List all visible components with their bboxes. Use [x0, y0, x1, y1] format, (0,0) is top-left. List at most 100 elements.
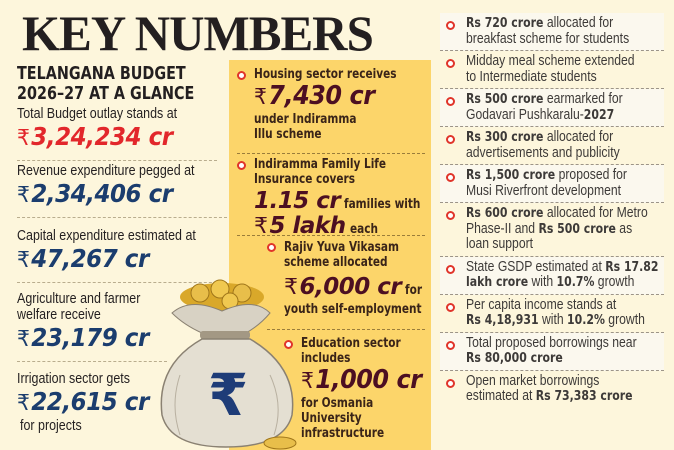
- bullet-icon: [237, 71, 246, 80]
- highlight-amount: 1,000 cr: [315, 365, 422, 395]
- item-text: Godavari Pushkaralu-2027: [466, 106, 615, 123]
- bullet-icon: [446, 59, 455, 68]
- rupee-icon: ₹: [17, 183, 30, 208]
- highlight-rajiv-yuva: Rajiv Yuva Vikasam scheme allocated ₹6,0…: [267, 238, 425, 330]
- rupee-icon: ₹: [254, 85, 267, 110]
- highlight-amount: 6,000 cr: [299, 274, 402, 300]
- highlight-insurance: Indiramma Family Life Insurance covers 1…: [237, 156, 425, 239]
- rupee-icon: ₹: [17, 248, 30, 273]
- highlight-text: each: [349, 221, 378, 237]
- item-text: Rs 300 crore allocated for: [466, 129, 614, 145]
- stat-value: ₹47,267 cr: [17, 244, 210, 276]
- highlight-text: Insurance covers: [254, 171, 355, 187]
- highlight-value-row: 1.15 cr families with: [254, 187, 442, 215]
- highlight-text: for Osmania: [301, 395, 374, 411]
- item-text: lakh crore with 10.7% growth: [466, 274, 635, 290]
- stat-label: Revenue expenditure pegged at: [17, 163, 195, 179]
- highlight-text: includes: [301, 350, 351, 366]
- bullet-icon: [446, 173, 455, 182]
- stat-capital-expenditure: Capital expenditure estimated at ₹47,267…: [17, 228, 227, 283]
- subtitle-line-1: TELANGANA BUDGET: [17, 64, 186, 84]
- bullet-icon: [237, 161, 246, 170]
- subtitle: TELANGANA BUDGET 2026–27 AT A GLANCE: [17, 64, 194, 104]
- rupee-icon: ₹: [17, 391, 30, 416]
- highlight-text: Indiramma Family Life: [254, 156, 387, 172]
- highlight-housing: Housing sector receives ₹7,430 cr under …: [237, 66, 425, 154]
- item-text: Total proposed borrowings near: [466, 334, 637, 351]
- highlight-text: infrastructure: [301, 425, 385, 441]
- rupee-icon: ₹: [254, 214, 268, 239]
- highlight-amount: 7,430 cr: [268, 81, 375, 111]
- stat-value: ₹2,34,406 cr: [17, 179, 210, 211]
- stat-agriculture: Agriculture and farmer welfare receive ₹…: [17, 291, 167, 362]
- item-text: Rs 4,18,931 with 10.2% growth: [466, 312, 645, 328]
- list-item: Rs 300 crore allocated for advertisement…: [440, 127, 664, 165]
- stat-label: Agriculture and farmer: [17, 291, 141, 307]
- stat-amount: 3,24,234 cr: [31, 122, 173, 151]
- highlight-value-row: ₹6,000 cr for: [284, 273, 460, 302]
- item-text: State GSDP estimated at Rs 17.82: [466, 258, 659, 275]
- highlight-text: Education sector: [301, 335, 401, 351]
- item-text: estimated at Rs 73,383 crore: [466, 388, 633, 404]
- bullet-icon: [446, 135, 455, 144]
- item-text: Musi Riverfront development: [466, 182, 622, 199]
- highlight-text: University: [301, 410, 362, 426]
- stat-value: ₹22,615 cr: [17, 387, 201, 419]
- bullet-icon: [446, 211, 455, 220]
- subtitle-line-2: 2026–27 AT A GLANCE: [17, 84, 195, 104]
- list-item: Midday meal scheme extended to Intermedi…: [440, 51, 664, 89]
- item-text: Open market borrowings: [466, 372, 600, 389]
- item-text: Rs 500 crore earmarked for: [466, 91, 623, 107]
- item-text: Rs 1,500 crore proposed for: [466, 167, 627, 183]
- list-item: Rs 1,500 crore proposed for Musi Riverfr…: [440, 165, 664, 203]
- highlight-text: scheme allocated: [284, 254, 388, 270]
- stat-total-budget: Total Budget outlay stands at ₹3,24,234 …: [17, 106, 217, 161]
- bullet-icon: [284, 340, 293, 349]
- highlight-text: Rajiv Yuva Vikasam: [284, 239, 399, 255]
- bullet-icon: [446, 340, 455, 350]
- item-text: advertisements and publicity: [466, 144, 620, 161]
- bullet-icon: [446, 264, 455, 274]
- bullet-icon: [446, 302, 455, 312]
- highlight-text: youth self-employment: [284, 301, 422, 317]
- bullet-icon: [267, 243, 276, 252]
- stat-value: ₹3,24,234 cr: [17, 122, 201, 154]
- stat-label: Total Budget outlay stands at: [17, 106, 178, 122]
- stat-amount: 22,615 cr: [31, 387, 149, 416]
- list-item: Open market borrowings estimated at Rs 7…: [440, 370, 664, 408]
- highlight-text: Housing sector receives: [254, 66, 397, 82]
- stat-label: Capital expenditure estimated at: [17, 228, 196, 244]
- bullet-icon: [446, 21, 455, 30]
- highlight-text: for: [405, 282, 423, 298]
- highlight-amount: 5 lakh: [269, 213, 347, 239]
- rupee-icon: ₹: [17, 327, 30, 352]
- list-item: State GSDP estimated at Rs 17.82 lakh cr…: [440, 256, 664, 295]
- stat-label: welfare receive: [17, 307, 101, 323]
- item-text: to Intermediate students: [466, 68, 597, 85]
- money-bag-rupee-icon: ₹: [160, 279, 297, 450]
- stat-amount: 47,267 cr: [31, 244, 149, 273]
- highlight-value: ₹6,000 cr: [284, 273, 402, 302]
- stat-value: ₹23,179 cr: [17, 323, 155, 355]
- stat-label: Irrigation sector gets: [17, 371, 130, 387]
- item-text: loan support: [466, 236, 534, 252]
- list-item: Total proposed borrowings near Rs 80,000…: [440, 332, 664, 371]
- stat-amount: 23,179 cr: [31, 323, 149, 352]
- item-text: breakfast scheme for students: [466, 30, 630, 47]
- bullet-icon: [446, 97, 455, 106]
- bullet-icon: [446, 378, 455, 388]
- highlight-value: ₹1,000 cr: [301, 366, 422, 396]
- highlight-value: ₹5 lakh: [254, 212, 346, 241]
- item-text: Rs 720 crore allocated for: [466, 15, 614, 31]
- list-item: Rs 600 crore allocated for Metro Phase-I…: [440, 203, 664, 257]
- list-item: Rs 720 crore allocated for breakfast sch…: [440, 13, 664, 51]
- list-item: Per capita income stands at Rs 4,18,931 …: [440, 294, 664, 333]
- highlight-amount: 1.15 cr: [254, 188, 341, 214]
- svg-text:₹: ₹: [208, 361, 248, 429]
- highlight-text: under Indiramma: [254, 111, 357, 127]
- rupee-icon: ₹: [284, 275, 298, 300]
- highlight-education: Education sector includes ₹1,000 cr for …: [284, 334, 425, 444]
- item-text: Midday meal scheme extended: [466, 53, 635, 69]
- stat-amount: 2,34,406 cr: [31, 179, 173, 208]
- rupee-icon: ₹: [17, 126, 30, 151]
